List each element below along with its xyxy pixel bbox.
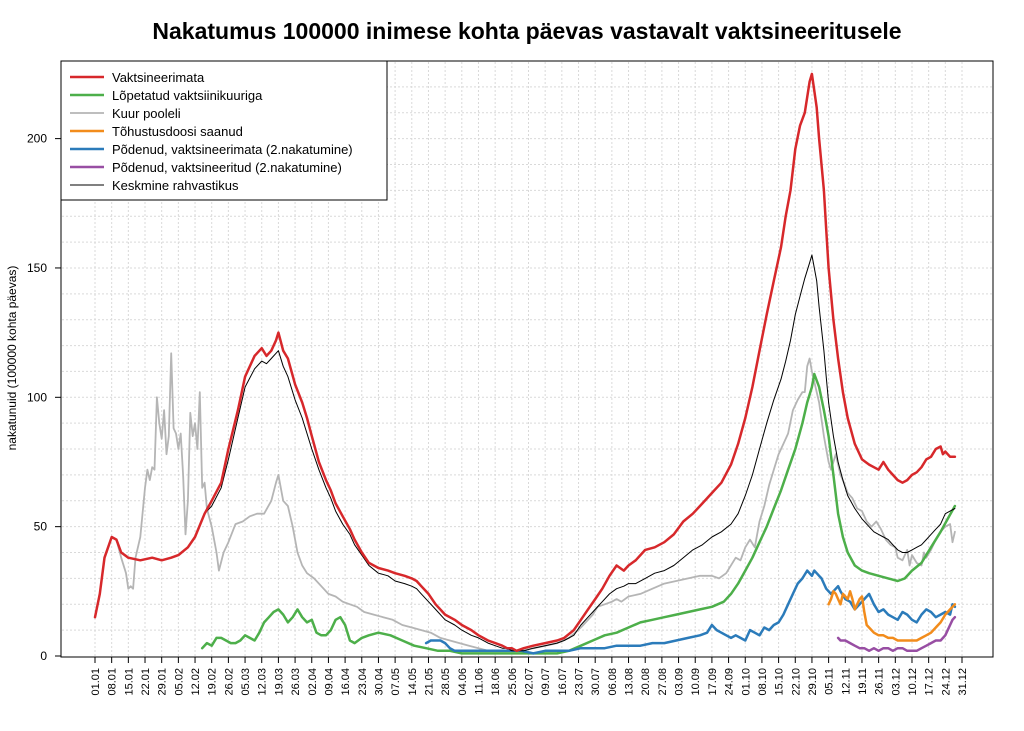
x-tick-label-11: 19.03 (273, 668, 285, 696)
x-tick-label-28: 16.07 (557, 668, 569, 696)
plot-frame (60, 60, 994, 658)
x-tick-label-36: 10.09 (690, 668, 702, 696)
x-tick-label-30: 30.07 (590, 668, 602, 696)
x-tick-label-19: 14.05 (407, 668, 419, 696)
x-tick-label-34: 27.08 (657, 668, 669, 696)
x-tick-label-48: 03.12 (890, 668, 902, 696)
legend-box (60, 60, 388, 201)
x-tick-label-18: 07.05 (390, 668, 402, 696)
series-line-2 (94, 352, 956, 652)
x-tick-label-33: 20.08 (640, 668, 652, 696)
series-line-3 (827, 590, 957, 642)
x-tick-label-43: 29.10 (807, 668, 819, 696)
x-tick-label-29: 23.07 (574, 668, 586, 696)
y-axis: 0 50 100 150 200 (27, 132, 61, 663)
x-tick-label-8: 26.02 (223, 668, 235, 696)
x-tick-label-20: 21.05 (424, 668, 436, 696)
x-tick-label-25: 25.06 (507, 668, 519, 696)
y-tick-label-150: 150 (27, 261, 47, 275)
x-tick-label-9: 05.03 (240, 668, 252, 696)
y-tick-label-50: 50 (34, 520, 48, 534)
legend-label-6: Keskmine rahvastikus (112, 178, 239, 193)
x-tick-label-32: 13.08 (624, 668, 636, 696)
x-tick-label-40: 08.10 (757, 668, 769, 696)
legend-label-4: Põdenud, vaktsineerimata (2.nakatumine) (112, 142, 353, 157)
x-tick-label-7: 19.02 (207, 668, 219, 696)
x-tick-label-6: 12.02 (190, 668, 202, 696)
x-tick-label-49: 10.12 (907, 668, 919, 696)
x-tick-label-5: 05.02 (173, 668, 185, 696)
series-line-1 (200, 372, 957, 655)
y-tick-label-200: 200 (27, 132, 47, 146)
legend-label-0: Vaktsineerimata (112, 70, 205, 85)
x-tick-label-35: 03.09 (674, 668, 686, 696)
x-tick-label-42: 22.10 (790, 668, 802, 696)
x-tick-label-47: 26.11 (874, 668, 886, 695)
x-tick-label-50: 17.12 (924, 668, 936, 696)
chart-title: Nakatumus 100000 inimese kohta päevas va… (152, 18, 901, 44)
legend-label-3: Tõhustusdoosi saanud (112, 124, 243, 139)
x-tick-label-44: 05.11 (824, 668, 836, 695)
x-tick-label-24: 18.06 (490, 668, 502, 696)
x-tick-label-52: 31.12 (957, 668, 969, 696)
x-tick-label-41: 15.10 (774, 668, 786, 696)
x-tick-label-27: 09.07 (540, 668, 552, 696)
series-line-5 (836, 615, 957, 653)
legend-label-5: Põdenud, vaktsineeritud (2.nakatumine) (112, 160, 342, 175)
x-tick-label-15: 16.04 (340, 668, 352, 696)
series-line-4 (424, 569, 957, 655)
x-tick-label-17: 30.04 (373, 668, 385, 696)
series-line-6 (94, 254, 956, 652)
x-tick-label-39: 01.10 (740, 668, 752, 696)
x-axis: 01.01 08.01 15.01 22.01 29.01 05.02 12.02 19.02… (90, 657, 969, 696)
legend-label-2: Kuur pooleli (112, 106, 181, 121)
x-tick-label-46: 19.11 (857, 668, 869, 695)
x-tick-label-31: 06.08 (607, 668, 619, 696)
legend-label-1: Lõpetatud vaktsiinikuuriga (112, 88, 263, 103)
x-tick-label-45: 12.11 (840, 668, 852, 695)
x-tick-label-37: 17.09 (707, 668, 719, 696)
y-axis-label: nakatunuid (100000 kohta päevas) (5, 266, 19, 451)
x-tick-label-13: 02.04 (307, 668, 319, 696)
x-tick-label-22: 04.06 (457, 668, 469, 696)
x-tick-label-0: 01.01 (90, 668, 102, 696)
x-tick-label-23: 11.06 (474, 668, 486, 695)
x-tick-label-16: 23.04 (357, 668, 369, 696)
x-tick-label-4: 29.01 (157, 668, 169, 696)
x-tick-label-51: 24.12 (940, 668, 952, 696)
x-tick-label-12: 26.03 (290, 668, 302, 696)
x-tick-label-3: 22.01 (140, 668, 152, 696)
gridlines (62, 62, 992, 656)
x-tick-label-21: 28.05 (440, 668, 452, 696)
x-tick-label-2: 15.01 (123, 668, 135, 696)
legend: Vaktsineerimata Lõpetatud vaktsiinikuurig… (60, 60, 388, 201)
y-tick-label-0: 0 (40, 649, 47, 663)
series-lines (93, 72, 957, 655)
x-tick-label-1: 08.01 (107, 668, 119, 696)
y-tick-label-100: 100 (27, 390, 47, 404)
x-tick-label-14: 09.04 (323, 668, 335, 696)
x-tick-label-26: 02.07 (524, 668, 536, 696)
x-tick-label-10: 12.03 (257, 668, 269, 696)
series-line-0 (93, 72, 957, 653)
x-tick-label-38: 24.09 (724, 668, 736, 696)
